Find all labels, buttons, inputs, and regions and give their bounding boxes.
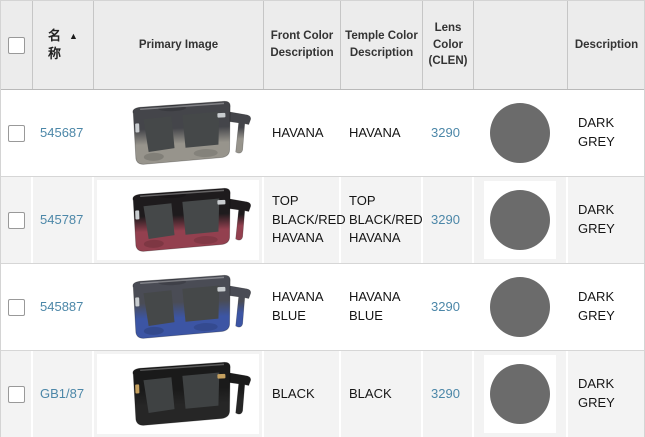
swatch-cell	[474, 90, 568, 176]
swatch-image	[484, 94, 556, 172]
temple-color-cell: HAVANA	[341, 90, 423, 176]
table-row: 545787	[1, 177, 644, 264]
description-cell: DARK GREY	[578, 376, 615, 410]
product-thumbnail[interactable]	[97, 267, 259, 347]
product-name-link[interactable]: 545787	[40, 211, 84, 227]
color-swatch-circle	[490, 277, 550, 337]
column-header-select	[1, 1, 33, 89]
front-color-cell: BLACK	[264, 351, 341, 437]
column-header-name[interactable]: 名称 ▲	[33, 1, 94, 89]
row-checkbox[interactable]	[7, 124, 25, 142]
row-image-cell	[94, 177, 264, 263]
swatch-image	[484, 181, 556, 259]
temple-color-cell: TOP BLACK/RED HAVANA	[341, 177, 423, 263]
row-name-cell: GB1/87	[33, 351, 94, 437]
table-row: 545687	[1, 90, 644, 177]
row-checkbox[interactable]	[7, 211, 25, 229]
row-image-cell	[94, 351, 264, 437]
row-image-cell	[94, 90, 264, 176]
row-select-cell	[1, 177, 33, 263]
sunglasses-image	[132, 187, 251, 252]
column-header-lens-color: Lens Color (CLEN)	[423, 1, 474, 89]
sunglasses-image	[132, 100, 251, 165]
product-name-link[interactable]: 545687	[40, 124, 84, 140]
product-thumbnail[interactable]	[97, 93, 259, 173]
row-select-cell	[1, 351, 33, 437]
temple-color-cell: HAVANA BLUE	[341, 264, 423, 350]
column-header-primary-image: Primary Image	[94, 1, 264, 89]
lens-color-cell: 3290	[423, 90, 474, 176]
swatch-image	[484, 355, 556, 433]
product-thumbnail[interactable]	[97, 180, 259, 260]
lens-color-link[interactable]: 3290	[431, 385, 460, 401]
select-all-checkbox[interactable]	[8, 36, 25, 54]
description-cell: DARK GREY	[578, 289, 615, 323]
name-header-label: 名称	[48, 28, 62, 61]
front-color-cell: TOP BLACK/RED HAVANA	[264, 177, 346, 263]
lens-color-link[interactable]: 3290	[431, 124, 460, 140]
row-name-cell: 545787	[33, 177, 94, 263]
color-swatch-circle	[490, 103, 550, 163]
column-header-temple-color: Temple Color Description	[341, 1, 423, 89]
lens-color-link[interactable]: 3290	[431, 298, 460, 314]
product-name-link[interactable]: 545887	[40, 298, 84, 314]
row-image-cell	[94, 264, 264, 350]
front-color-cell: HAVANA	[264, 90, 341, 176]
table-row: GB1/87	[1, 351, 644, 437]
swatch-cell	[474, 351, 568, 437]
color-swatch-circle	[490, 364, 550, 424]
product-name-link[interactable]: GB1/87	[40, 385, 85, 401]
sort-asc-icon[interactable]: ▲	[69, 31, 78, 42]
swatch-cell	[474, 264, 568, 350]
sunglasses-image	[132, 361, 251, 426]
description-cell: DARK GREY	[578, 202, 615, 236]
column-header-description: Description	[574, 38, 639, 51]
swatch-image	[484, 268, 556, 346]
column-header-front-color: Front Color Description	[264, 1, 341, 89]
swatch-cell	[474, 177, 568, 263]
row-select-cell	[1, 264, 33, 350]
product-thumbnail[interactable]	[97, 354, 259, 434]
front-color-cell: HAVANA BLUE	[264, 264, 341, 350]
sunglasses-image	[132, 274, 251, 339]
row-select-cell	[1, 90, 33, 176]
lens-color-link[interactable]: 3290	[431, 211, 460, 227]
row-checkbox[interactable]	[7, 298, 25, 316]
color-swatch-circle	[490, 190, 550, 250]
description-cell: DARK GREY	[578, 115, 615, 149]
lens-color-cell: 3290	[423, 351, 474, 437]
row-name-cell: 545687	[33, 90, 94, 176]
lens-color-cell: 3290	[423, 177, 474, 263]
lens-color-cell: 3290	[423, 264, 474, 350]
row-name-cell: 545887	[33, 264, 94, 350]
column-header-swatch	[474, 1, 568, 89]
grid-header-row: 名称 ▲ Primary Image Front Color Descripti…	[1, 0, 644, 90]
temple-color-cell: BLACK	[341, 351, 423, 437]
row-checkbox[interactable]	[7, 385, 25, 403]
table-row: 545887	[1, 264, 644, 351]
